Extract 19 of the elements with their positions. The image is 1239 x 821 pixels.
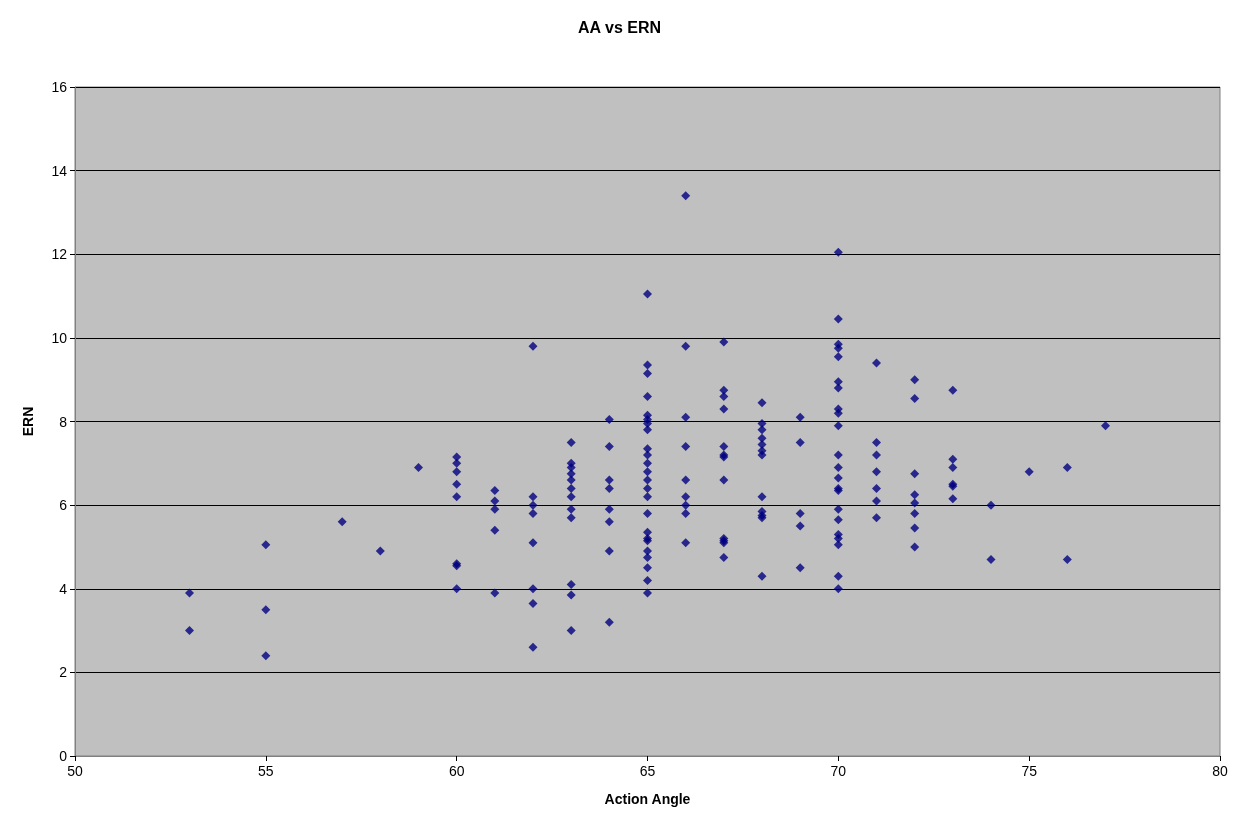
y-axis-title: ERN — [20, 406, 36, 437]
y-tick-label: 4 — [59, 580, 68, 597]
y-tick-label: 8 — [59, 413, 68, 430]
x-tick-label: 50 — [67, 763, 83, 779]
x-tick-label: 70 — [830, 763, 847, 779]
y-tick-label: 16 — [51, 79, 68, 95]
y-tick-label: 14 — [51, 162, 68, 179]
x-axis-title: Action Angle — [604, 791, 691, 807]
chart-title: AA vs ERN — [578, 18, 661, 36]
y-tick-label: 6 — [59, 497, 68, 514]
y-tick-label: 2 — [59, 664, 68, 681]
y-tick-label: 12 — [51, 246, 68, 263]
x-tick-label: 60 — [448, 763, 465, 779]
y-tick-label: 0 — [59, 748, 68, 764]
x-tick-label: 65 — [639, 763, 656, 779]
x-tick-label: 75 — [1021, 763, 1038, 779]
y-tick-label: 10 — [51, 329, 68, 346]
x-tick-label: 55 — [258, 763, 274, 779]
x-tick-label: 80 — [1212, 763, 1228, 779]
